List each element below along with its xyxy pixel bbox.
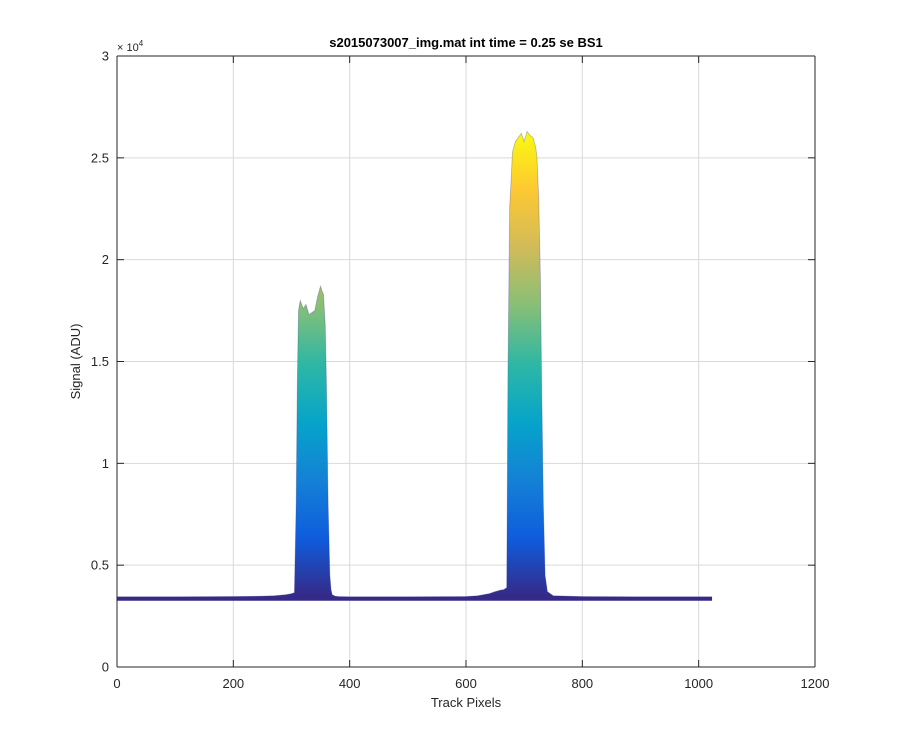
axes	[116, 55, 816, 668]
grid	[117, 56, 815, 667]
x-axis-label: Track Pixels	[431, 695, 502, 710]
y-axis-label: Signal (ADU)	[68, 324, 83, 400]
y-tick-label: 2	[102, 252, 109, 267]
x-tick-label: 0	[113, 676, 120, 691]
y-axis-exponent: × 104	[117, 39, 144, 54]
data-layer	[117, 130, 713, 601]
x-tick-label: 200	[222, 676, 244, 691]
y-tick-label: 2.5	[91, 150, 109, 165]
x-tick-label: 400	[339, 676, 361, 691]
y-tick-label: 1	[102, 456, 109, 471]
x-tick-label: 600	[455, 676, 477, 691]
tick-labels: 0 200 400 600 800 1000 1200 0 0.5 1 1.5 2 2.5 3	[91, 49, 830, 692]
y-tick-label: 3	[102, 49, 109, 64]
y-tick-label: 1.5	[91, 354, 109, 369]
signal-line	[117, 130, 713, 598]
x-tick-label: 1000	[684, 676, 713, 691]
y-tick-label: 0	[102, 660, 109, 675]
x-tick-label: 1200	[801, 676, 830, 691]
y-tick-label: 0.5	[91, 558, 109, 573]
x-tick-label: 800	[571, 676, 593, 691]
chart-title: s2015073007_img.mat int time = 0.25 se B…	[329, 35, 603, 50]
